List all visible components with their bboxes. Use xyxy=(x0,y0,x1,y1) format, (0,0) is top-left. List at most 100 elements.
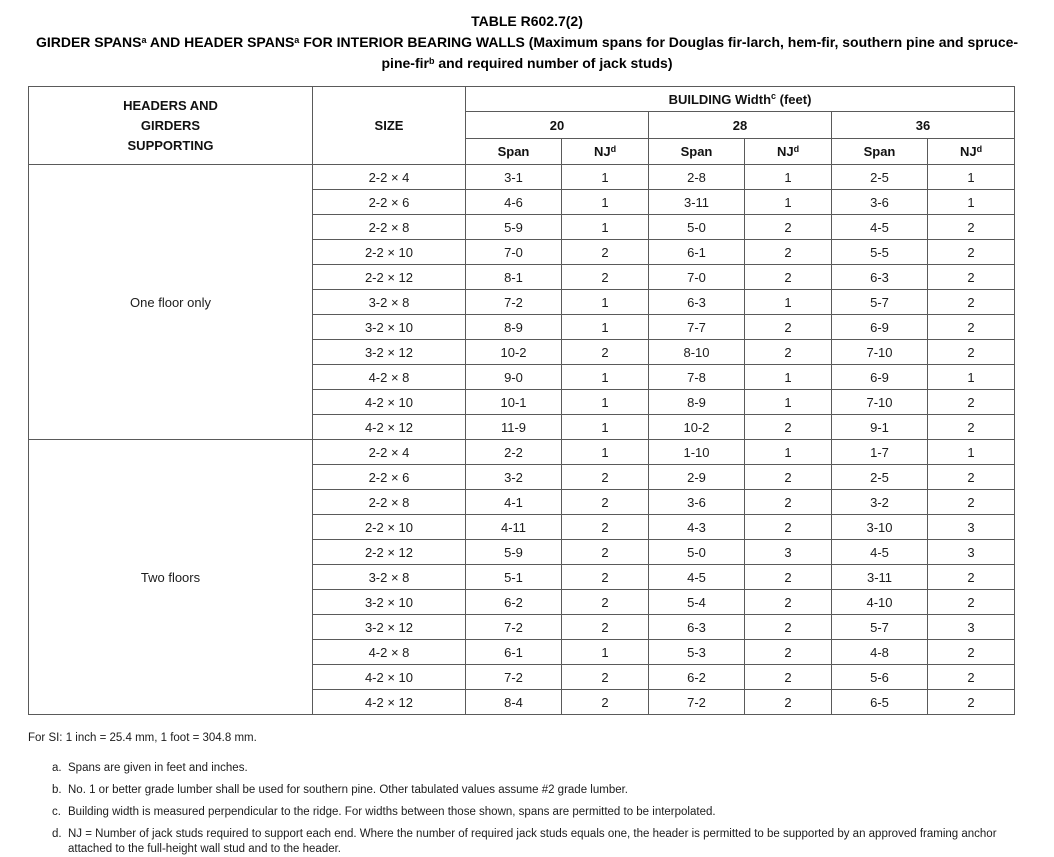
nj-cell: 2 xyxy=(561,564,649,590)
table-row: 4-2 × 8 6-1 1 5-3 2 4-8 2 xyxy=(29,639,1016,665)
span-cell: 5-7 xyxy=(831,289,928,315)
span-cell: 2-2 xyxy=(465,439,562,465)
span-cell: 5-3 xyxy=(648,639,745,665)
span-cell: 4-8 xyxy=(831,639,928,665)
span-cell: 3-11 xyxy=(831,564,928,590)
size-cell: 3-2 × 12 xyxy=(312,339,466,365)
span-cell: 4-6 xyxy=(465,189,562,215)
size-cell: 4-2 × 8 xyxy=(312,639,466,665)
superscript-marker-a: a xyxy=(294,34,300,45)
header-size: SIZE xyxy=(312,86,466,165)
span-cell: 4-3 xyxy=(648,514,745,540)
heading-text: FOR INTERIOR BEARING WALLS (Maximum span… xyxy=(299,34,1019,50)
size-cell: 4-2 × 10 xyxy=(312,389,466,415)
heading-text: AND HEADER SPANS xyxy=(146,34,295,50)
span-cell: 6-1 xyxy=(648,239,745,265)
span-cell: 10-2 xyxy=(648,414,745,440)
span-cell: 5-5 xyxy=(831,239,928,265)
nj-cell: 2 xyxy=(744,489,832,515)
footnote-marker: d. xyxy=(52,828,62,840)
nj-cell: 2 xyxy=(926,664,1016,690)
nj-cell: 1 xyxy=(744,389,832,415)
nj-cell: 1 xyxy=(561,189,649,215)
superscript-marker-d: d xyxy=(610,143,617,154)
nj-cell: 2 xyxy=(561,614,649,640)
nj-cell: 2 xyxy=(744,264,832,290)
nj-cell: 2 xyxy=(744,689,832,715)
span-cell: 7-2 xyxy=(465,614,562,640)
nj-cell: 2 xyxy=(561,514,649,540)
nj-cell: 2 xyxy=(561,589,649,615)
span-cell: 5-6 xyxy=(831,664,928,690)
header-span-36: Span xyxy=(831,138,928,165)
table-row: 4-2 × 12 8-4 2 7-2 2 6-5 2 xyxy=(29,689,1016,715)
nj-cell: 1 xyxy=(561,164,649,190)
span-cell: 6-3 xyxy=(648,614,745,640)
span-cell: 7-2 xyxy=(465,289,562,315)
nj-cell: 1 xyxy=(561,214,649,240)
superscript-marker-d: d xyxy=(976,143,983,154)
table-row: 2-2 × 12 5-9 2 5-0 3 4-5 3 xyxy=(29,539,1016,565)
nj-cell: 2 xyxy=(561,664,649,690)
size-cell: 2-2 × 6 xyxy=(312,464,466,490)
nj-cell: 1 xyxy=(926,164,1016,190)
size-cell: 2-2 × 4 xyxy=(312,164,466,190)
size-cell: 2-2 × 10 xyxy=(312,514,466,540)
span-cell: 5-1 xyxy=(465,564,562,590)
building-width-unit: (feet) xyxy=(776,91,812,107)
span-cell: 6-2 xyxy=(648,664,745,690)
header-nj-20: NJd xyxy=(561,138,649,165)
nj-cell: 2 xyxy=(926,264,1016,290)
superscript-marker-c: c xyxy=(771,91,777,102)
nj-cell: 2 xyxy=(561,464,649,490)
size-cell: 2-2 × 8 xyxy=(312,214,466,240)
footnote-text: Spans are given in feet and inches. xyxy=(68,762,248,774)
nj-cell: 1 xyxy=(744,189,832,215)
span-cell: 5-9 xyxy=(465,539,562,565)
header-row-span-nj: Span NJd Span NJd Span NJd xyxy=(29,138,1016,165)
span-cell: 2-8 xyxy=(648,164,745,190)
span-cell: 5-0 xyxy=(648,214,745,240)
nj-cell: 2 xyxy=(744,414,832,440)
table-row: 2-2 × 10 4-11 2 4-3 2 3-10 3 xyxy=(29,514,1016,540)
span-cell: 4-1 xyxy=(465,489,562,515)
header-row-widths: 20 28 36 xyxy=(29,111,1016,139)
footnote-text: NJ = Number of jack studs required to su… xyxy=(68,828,997,855)
nj-cell: 2 xyxy=(561,239,649,265)
size-cell: 3-2 × 10 xyxy=(312,314,466,340)
size-cell: 4-2 × 8 xyxy=(312,364,466,390)
span-cell: 2-5 xyxy=(831,164,928,190)
span-cell: 4-5 xyxy=(831,539,928,565)
supporting-group-cell: Two floors xyxy=(28,439,313,715)
nj-cell: 1 xyxy=(926,439,1016,465)
nj-cell: 3 xyxy=(744,539,832,565)
nj-cell: 2 xyxy=(561,689,649,715)
size-cell: 3-2 × 10 xyxy=(312,589,466,615)
footnote-d: d. NJ = Number of jack studs required to… xyxy=(52,827,1030,857)
span-cell: 9-1 xyxy=(831,414,928,440)
footnote-marker: b. xyxy=(52,784,62,796)
table-row: 3-2 × 10 6-2 2 5-4 2 4-10 2 xyxy=(29,589,1016,615)
span-cell: 6-9 xyxy=(831,364,928,390)
table-heading-line-2: pine-firb and required number of jack st… xyxy=(0,53,1054,74)
span-cell: 7-2 xyxy=(648,689,745,715)
span-cell: 7-7 xyxy=(648,314,745,340)
size-cell: 2-2 × 12 xyxy=(312,539,466,565)
nj-cell: 1 xyxy=(561,314,649,340)
nj-cell: 1 xyxy=(926,364,1016,390)
table-row: 4-2 × 10 10-1 1 8-9 1 7-10 2 xyxy=(29,389,1016,415)
size-cell: 2-2 × 12 xyxy=(312,264,466,290)
size-cell: 3-2 × 8 xyxy=(312,564,466,590)
nj-cell: 1 xyxy=(744,164,832,190)
span-cell: 6-5 xyxy=(831,689,928,715)
nj-cell: 1 xyxy=(561,289,649,315)
nj-cell: 2 xyxy=(926,239,1016,265)
size-cell: 2-2 × 8 xyxy=(312,489,466,515)
title-block: TABLE R602.7(2) GIRDER SPANSa AND HEADER… xyxy=(0,0,1054,74)
span-cell: 3-11 xyxy=(648,189,745,215)
span-cell: 4-10 xyxy=(831,589,928,615)
nj-label: NJ xyxy=(959,144,977,159)
span-cell: 4-5 xyxy=(831,214,928,240)
span-cell: 7-0 xyxy=(465,239,562,265)
